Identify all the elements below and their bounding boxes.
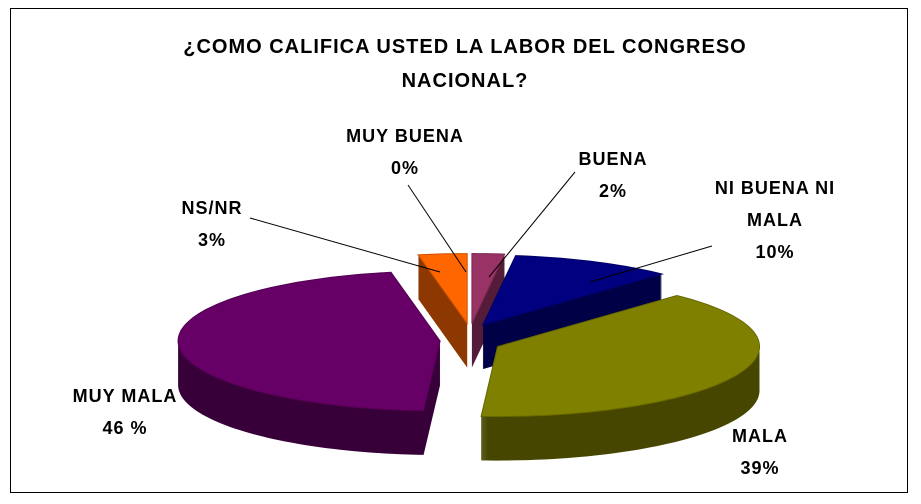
slice: [471, 252, 506, 324]
leader-line: [249, 217, 441, 273]
leader-line: [407, 184, 467, 273]
chart-frame: [10, 8, 908, 493]
slice-value-label: 0%: [390, 158, 419, 178]
chart-title: ¿COMO CALIFICA USTED LA LABOR DEL CONGRE…: [183, 36, 747, 92]
leader-line: [589, 245, 713, 283]
slice-value-label: 10%: [755, 242, 795, 262]
slice-label: MALA: [732, 426, 788, 446]
leader-line: [488, 171, 576, 278]
slice-label: NS/NR: [181, 198, 243, 218]
slice-label: MUY MALA: [72, 386, 178, 406]
slice-value-label: 2%: [598, 181, 627, 201]
slice-value-label: 39%: [740, 458, 780, 478]
slice-value-label: 3%: [197, 230, 226, 250]
slice-label: NI BUENA NI MALA: [714, 178, 836, 230]
slice: [417, 253, 468, 326]
slice: [177, 271, 441, 412]
slice: [480, 294, 760, 418]
slice-label: MUY BUENA: [346, 126, 464, 146]
slice-label: BUENA: [578, 149, 648, 169]
slice: [481, 255, 665, 326]
slice-value-label: 46 %: [102, 418, 148, 438]
